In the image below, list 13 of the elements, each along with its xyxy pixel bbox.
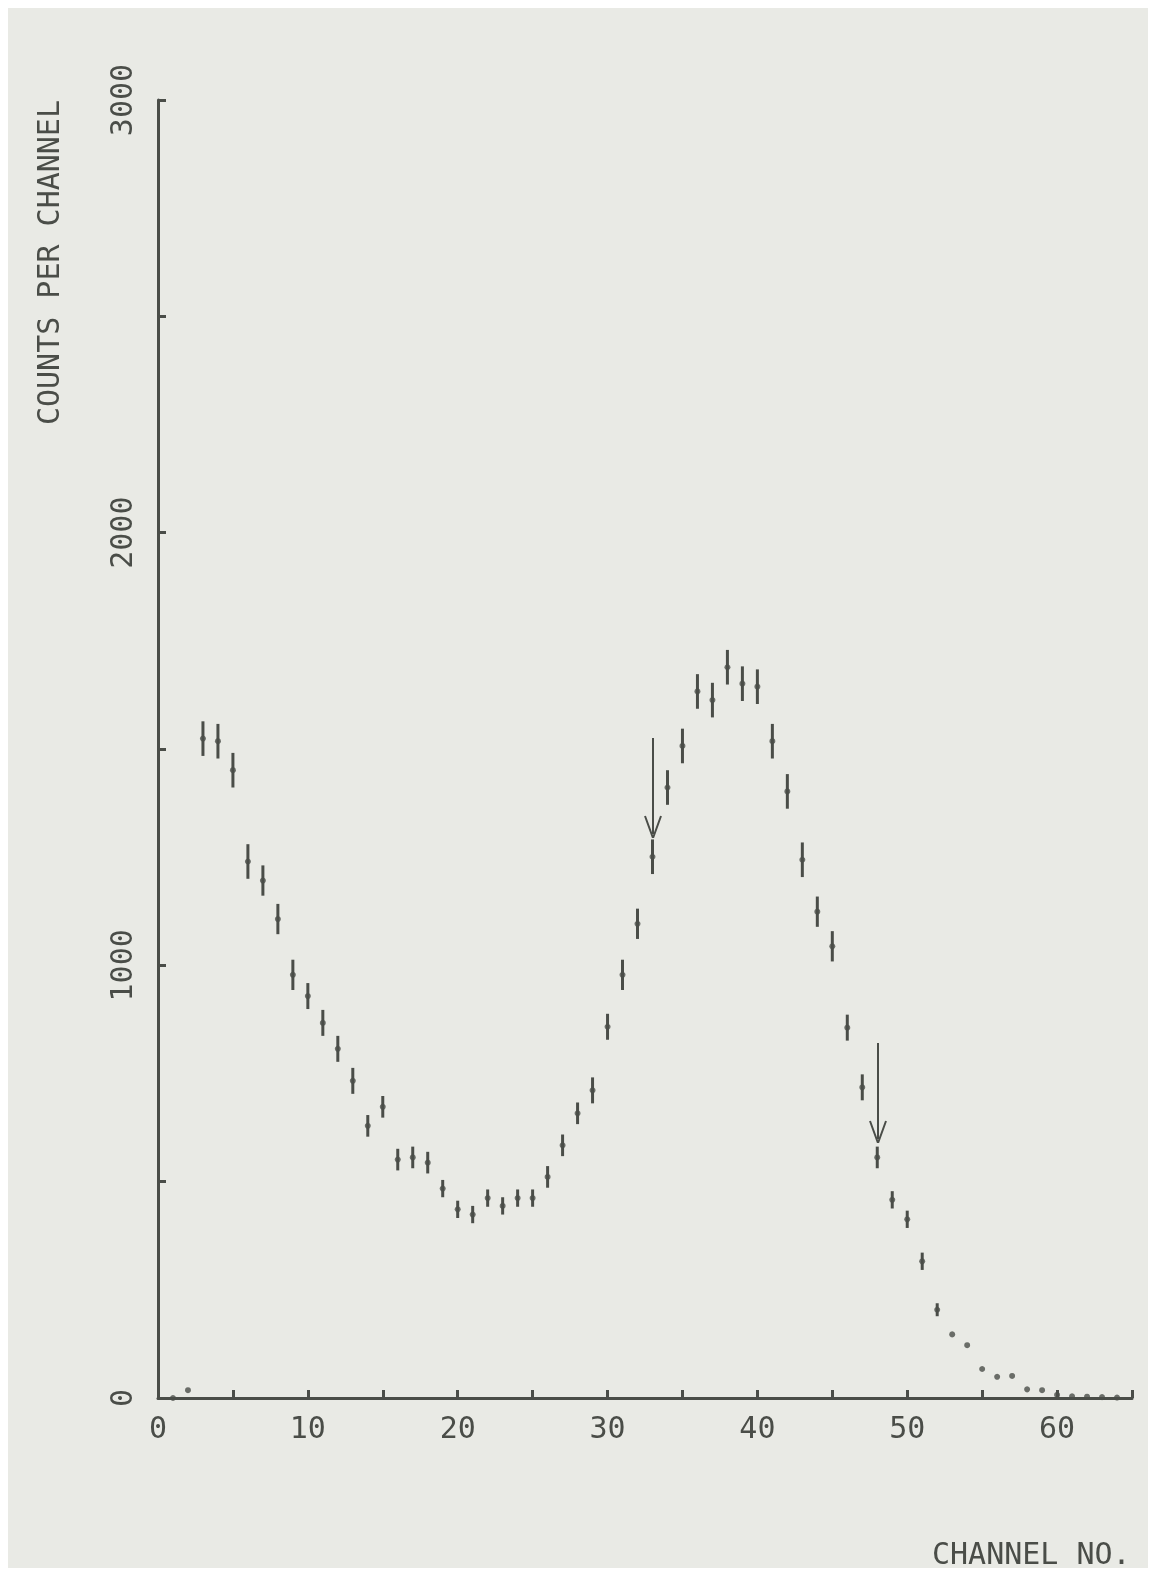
x-tick-label: 30	[589, 1409, 626, 1445]
y-tick-label: 3000	[103, 63, 139, 137]
x-tick-label: 60	[1039, 1409, 1076, 1445]
x-axis-title: CHANNEL NO.	[932, 1535, 1131, 1571]
y-tick-label: 1000	[103, 929, 139, 1002]
y-axis-title: COUNTS PER CHANNEL	[30, 100, 66, 426]
x-tick-label: 50	[889, 1409, 926, 1445]
x-tick-label: 20	[439, 1409, 476, 1445]
x-tick-label: 10	[289, 1409, 326, 1445]
y-tick-label: 2000	[103, 496, 139, 569]
x-tick-label: 40	[739, 1409, 776, 1445]
y-tick-label: 0	[103, 1388, 139, 1408]
x-tick-label: 0	[148, 1409, 168, 1445]
